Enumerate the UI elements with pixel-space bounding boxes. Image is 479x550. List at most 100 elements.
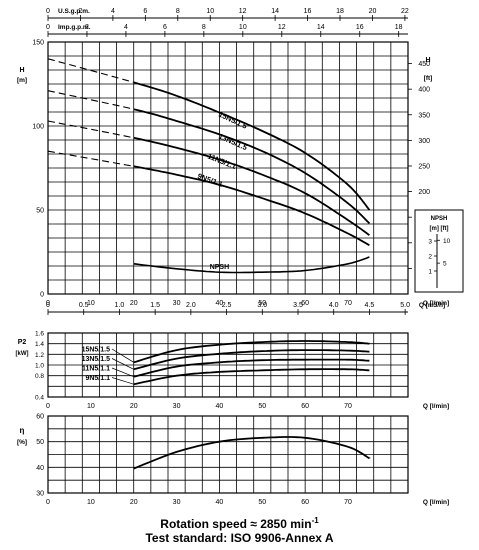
head-ytick-label: 150: [32, 40, 44, 47]
power-xtick-label: 30: [173, 403, 181, 410]
head-xtick-label: 40: [216, 300, 224, 307]
power-curve: [133, 340, 370, 364]
eff-ytick-label: 30: [36, 491, 44, 498]
power-legend-leader: [111, 348, 134, 363]
npsh-inset-m-label: 1: [428, 269, 432, 276]
head-xtick-label: 70: [344, 300, 352, 307]
head-xtick-label: 60: [301, 300, 309, 307]
imp-gpm-tick-label: 14: [317, 24, 325, 31]
eff-xtick-label: 40: [216, 499, 224, 506]
power-ytick-label: 1.0: [35, 363, 44, 370]
head-curve-dashed: [47, 120, 134, 139]
head-curve-label: 9N5/1.1: [196, 171, 224, 188]
head-ytick-label: 100: [32, 124, 44, 131]
power-ytick-label: 1.2: [35, 352, 44, 359]
imp-gpm-tick-label: 8: [202, 24, 206, 31]
head-ft-tick-label: 400: [418, 87, 430, 94]
head-curve: [133, 136, 370, 236]
imp-gpm-tick-label: 18: [395, 24, 403, 31]
power-curve: [133, 368, 370, 386]
head-ft-tick-label: 200: [418, 189, 430, 196]
us-gpm-tick-label: 16: [304, 8, 312, 15]
head-curve: [133, 108, 371, 225]
npsh-curve: [133, 256, 370, 274]
rotation-speed-text: Rotation speed ≈ 2850 min: [160, 517, 312, 531]
imp-gpm-tick-label: 16: [356, 24, 364, 31]
us-gpm-tick-label: 4: [111, 8, 115, 15]
npsh-curve-label: NPSH: [210, 264, 229, 271]
head-ft-tick-label: 300: [418, 138, 430, 145]
m3h-tick-label: 4.0: [329, 302, 339, 309]
head-ft-tick-label: 450: [418, 61, 430, 68]
efficiency-curve: [133, 436, 371, 470]
imp-gpm-tick-label: 0: [46, 24, 50, 31]
eff-ytick-label: 40: [36, 465, 44, 472]
head-xtick-label: 10: [87, 300, 95, 307]
rotation-speed-caption: Rotation speed ≈ 2850 min-1: [0, 516, 479, 531]
head-ylabel-unit: [m]: [17, 77, 27, 84]
head-curve-label: 13N5/1.5: [217, 132, 248, 153]
us-gpm-tick-label: 6: [143, 8, 147, 15]
head-ytick-label: 50: [36, 208, 44, 215]
npsh-inset-box: [414, 209, 464, 293]
power-legend-label: 13N5/1.5: [82, 356, 111, 363]
imp-gpm-tick-label: 10: [239, 24, 247, 31]
us-gpm-tick-label: 22: [401, 8, 409, 15]
imp-gpm-tick-label: 2: [85, 24, 89, 31]
rotation-speed-exponent: -1: [311, 516, 319, 525]
us-gpm-tick-label: 0: [46, 8, 50, 15]
us-gpm-tick-label: 8: [176, 8, 180, 15]
eff-xtick-label: 30: [173, 499, 181, 506]
head-xtick-label: 0: [46, 300, 50, 307]
m3h-tick-label: 1.5: [150, 302, 160, 309]
power-xtick-label: 70: [344, 403, 352, 410]
power-xtick-label: 10: [87, 403, 95, 410]
m3h-tick-label: 2.5: [222, 302, 232, 309]
eff-xtick-label: 10: [87, 499, 95, 506]
head-ft-tick-label: 350: [418, 112, 430, 119]
power-legend-leader: [111, 377, 134, 385]
head-ytick-label: 0: [40, 292, 44, 299]
eff-xtick-label: 20: [130, 499, 138, 506]
us-gpm-label: U.S.g.p.m.: [58, 8, 90, 15]
power-xlabel: Q [l/min]: [423, 403, 449, 410]
power-legend-label: 11N5/1.1: [82, 366, 110, 373]
m3h-tick-label: 0: [46, 302, 50, 309]
npsh-inset-title: NPSH: [431, 216, 448, 222]
head-ft-label-unit: [ft]: [424, 75, 433, 82]
head-curve-dashed: [47, 90, 134, 110]
npsh-inset-m-label: 3: [428, 239, 432, 246]
power-xtick-label: 20: [130, 403, 138, 410]
power-xtick-label: 60: [301, 403, 309, 410]
m3h-tick-label: 0.5: [79, 302, 89, 309]
npsh-inset-m-label: 2: [428, 254, 432, 261]
m3h-tick-label: 3.0: [257, 302, 267, 309]
m3h-tick-label: 5.0: [400, 302, 410, 309]
test-standard-caption: Test standard: ISO 9906-Annex A: [145, 531, 334, 545]
head-ylabel-h: H: [19, 67, 24, 74]
head-xtick-label: 30: [173, 300, 181, 307]
eff-xtick-label: 60: [301, 499, 309, 506]
power-legend-leader: [111, 358, 134, 370]
eff-xlabel: Q [l/min]: [423, 499, 449, 506]
eff-ytick-label: 60: [36, 414, 44, 421]
imp-gpm-tick-label: 12: [278, 24, 286, 31]
power-ylabel-p2: P2: [18, 339, 27, 346]
head-xlabel: Q [l/min]: [423, 300, 449, 307]
m3h-tick-label: 4.5: [365, 302, 375, 309]
head-curve: [133, 81, 371, 211]
power-ytick-label: 1.4: [35, 341, 44, 348]
head-ft-tick-label: 250: [418, 163, 430, 170]
eff-xtick-label: 50: [258, 499, 266, 506]
eff-ylabel-eta: η: [20, 426, 25, 435]
us-gpm-tick-label: 10: [206, 8, 214, 15]
power-xtick-label: 0: [46, 403, 50, 410]
eff-xtick-label: 0: [46, 499, 50, 506]
power-xtick-label: 40: [216, 403, 224, 410]
power-ytick-label: 0.8: [35, 373, 44, 380]
eff-ytick-label: 50: [36, 439, 44, 446]
head-curve-dashed: [47, 150, 134, 167]
us-gpm-tick-label: 14: [271, 8, 279, 15]
power-legend-leader: [111, 367, 134, 378]
